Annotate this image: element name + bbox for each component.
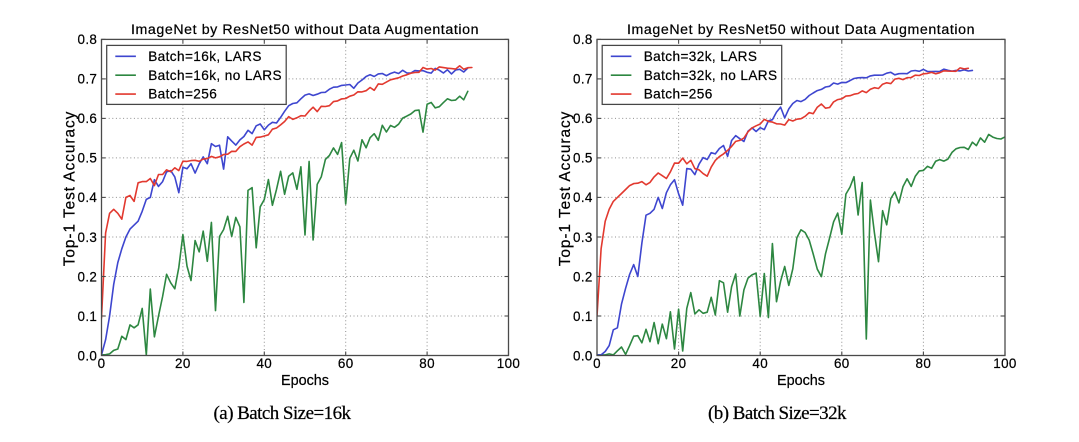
svg-text:0.6: 0.6	[573, 111, 593, 126]
svg-text:80: 80	[419, 356, 435, 371]
svg-text:100: 100	[497, 356, 521, 371]
svg-text:0.6: 0.6	[77, 111, 97, 126]
svg-text:40: 40	[256, 356, 272, 371]
svg-text:(a) Batch Size=16k: (a) Batch Size=16k	[214, 403, 352, 424]
svg-text:ImageNet by ResNet50 without D: ImageNet by ResNet50 without Data Augmen…	[627, 22, 975, 38]
svg-text:0.4: 0.4	[77, 190, 97, 205]
svg-text:Batch=256: Batch=256	[644, 87, 713, 102]
svg-text:20: 20	[671, 356, 687, 371]
svg-text:ImageNet by ResNet50 without D: ImageNet by ResNet50 without Data Augmen…	[131, 22, 479, 38]
svg-text:0.2: 0.2	[77, 269, 97, 284]
svg-text:0.1: 0.1	[77, 309, 97, 324]
svg-text:0.0: 0.0	[77, 348, 97, 363]
svg-text:0.3: 0.3	[573, 230, 593, 245]
svg-text:(b) Batch Size=32k: (b) Batch Size=32k	[708, 403, 847, 424]
svg-text:0.5: 0.5	[77, 151, 97, 166]
svg-text:Top-1 Test Accuracy: Top-1 Test Accuracy	[557, 111, 574, 267]
svg-text:40: 40	[752, 356, 768, 371]
svg-text:60: 60	[834, 356, 850, 371]
svg-text:Batch=256: Batch=256	[148, 87, 217, 102]
svg-text:Top-1 Test Accuracy: Top-1 Test Accuracy	[62, 111, 79, 267]
svg-text:0.8: 0.8	[573, 32, 593, 47]
svg-text:0.0: 0.0	[573, 348, 593, 363]
svg-text:0.7: 0.7	[77, 72, 97, 87]
svg-text:Batch=16k, LARS: Batch=16k, LARS	[148, 49, 262, 64]
svg-text:0: 0	[98, 356, 106, 371]
svg-text:0.1: 0.1	[573, 309, 593, 324]
svg-text:0.7: 0.7	[573, 72, 593, 87]
svg-text:0.3: 0.3	[77, 230, 97, 245]
svg-text:80: 80	[916, 356, 932, 371]
svg-text:Batch=32k, LARS: Batch=32k, LARS	[644, 49, 758, 64]
svg-text:20: 20	[175, 356, 191, 371]
svg-text:Batch=16k, no LARS: Batch=16k, no LARS	[148, 68, 282, 83]
svg-text:Epochs: Epochs	[281, 373, 329, 389]
svg-text:0.5: 0.5	[573, 151, 593, 166]
svg-text:100: 100	[993, 356, 1017, 371]
svg-text:0.8: 0.8	[77, 32, 97, 47]
svg-text:60: 60	[338, 356, 354, 371]
svg-text:Batch=32k, no LARS: Batch=32k, no LARS	[644, 68, 778, 83]
svg-text:Epochs: Epochs	[777, 373, 825, 389]
svg-text:0.4: 0.4	[573, 190, 593, 205]
svg-text:0.2: 0.2	[573, 269, 593, 284]
svg-text:0: 0	[593, 356, 601, 371]
